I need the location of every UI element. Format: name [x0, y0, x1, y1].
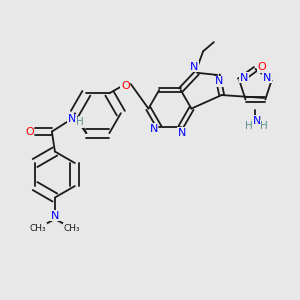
Text: N: N — [51, 211, 59, 221]
Text: N: N — [263, 73, 271, 82]
Text: N: N — [178, 128, 186, 138]
Text: N: N — [253, 116, 261, 126]
Text: CH₃: CH₃ — [30, 224, 46, 233]
Text: N: N — [149, 124, 158, 134]
Text: N: N — [215, 76, 223, 86]
Text: N: N — [240, 73, 248, 82]
Text: H: H — [260, 121, 268, 130]
Text: CH₃: CH₃ — [64, 224, 80, 233]
Text: H: H — [76, 117, 83, 128]
Text: O: O — [25, 127, 34, 136]
Text: N: N — [68, 114, 76, 124]
Text: O: O — [121, 81, 130, 91]
Text: O: O — [257, 62, 266, 72]
Text: N: N — [190, 62, 198, 72]
Text: H: H — [245, 121, 253, 130]
